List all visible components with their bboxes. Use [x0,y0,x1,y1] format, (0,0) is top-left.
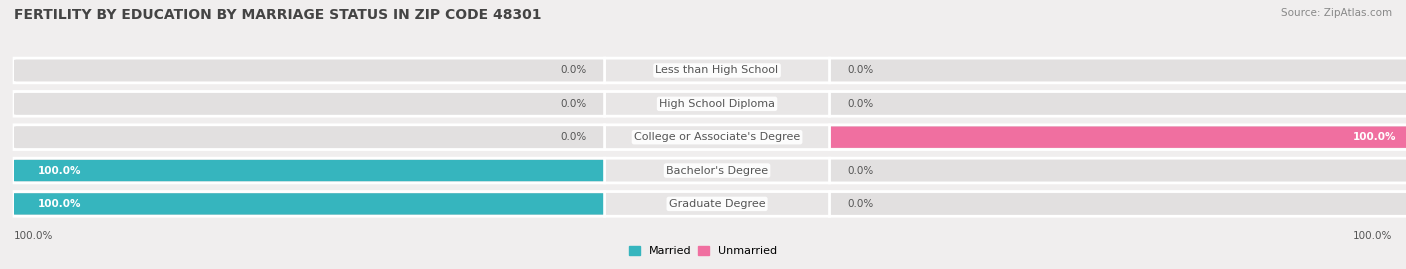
FancyBboxPatch shape [830,125,1406,150]
FancyBboxPatch shape [605,192,830,216]
FancyBboxPatch shape [605,158,830,183]
Text: Source: ZipAtlas.com: Source: ZipAtlas.com [1281,8,1392,18]
FancyBboxPatch shape [830,60,1406,81]
FancyBboxPatch shape [605,58,830,83]
FancyBboxPatch shape [14,93,605,115]
Text: 0.0%: 0.0% [848,99,873,109]
FancyBboxPatch shape [14,58,605,83]
FancyBboxPatch shape [14,60,605,81]
Text: 100.0%: 100.0% [38,199,82,209]
FancyBboxPatch shape [830,58,1406,83]
Text: 0.0%: 0.0% [848,165,873,176]
FancyBboxPatch shape [830,193,1406,215]
Text: 0.0%: 0.0% [848,199,873,209]
Text: Bachelor's Degree: Bachelor's Degree [666,165,768,176]
Text: High School Diploma: High School Diploma [659,99,775,109]
Text: Less than High School: Less than High School [655,65,779,76]
FancyBboxPatch shape [14,125,605,150]
Legend: Married, Unmarried: Married, Unmarried [624,242,782,261]
Text: 0.0%: 0.0% [561,99,586,109]
FancyBboxPatch shape [14,192,605,216]
Text: Graduate Degree: Graduate Degree [669,199,765,209]
FancyBboxPatch shape [605,125,830,150]
FancyBboxPatch shape [830,160,1406,181]
FancyBboxPatch shape [830,192,1406,216]
Text: 100.0%: 100.0% [1353,132,1396,142]
FancyBboxPatch shape [14,126,605,148]
FancyBboxPatch shape [605,91,830,116]
FancyBboxPatch shape [830,158,1406,183]
Text: 100.0%: 100.0% [1353,231,1392,241]
Text: 100.0%: 100.0% [14,231,53,241]
FancyBboxPatch shape [830,91,1406,116]
Text: 0.0%: 0.0% [848,65,873,76]
Text: 0.0%: 0.0% [561,132,586,142]
FancyBboxPatch shape [830,126,1406,148]
Text: FERTILITY BY EDUCATION BY MARRIAGE STATUS IN ZIP CODE 48301: FERTILITY BY EDUCATION BY MARRIAGE STATU… [14,8,541,22]
FancyBboxPatch shape [14,91,605,116]
Text: 100.0%: 100.0% [38,165,82,176]
FancyBboxPatch shape [14,193,605,215]
FancyBboxPatch shape [14,158,605,183]
FancyBboxPatch shape [830,93,1406,115]
FancyBboxPatch shape [14,193,605,215]
Text: 0.0%: 0.0% [561,65,586,76]
Text: College or Associate's Degree: College or Associate's Degree [634,132,800,142]
FancyBboxPatch shape [14,160,605,181]
FancyBboxPatch shape [830,126,1406,148]
FancyBboxPatch shape [14,160,605,181]
